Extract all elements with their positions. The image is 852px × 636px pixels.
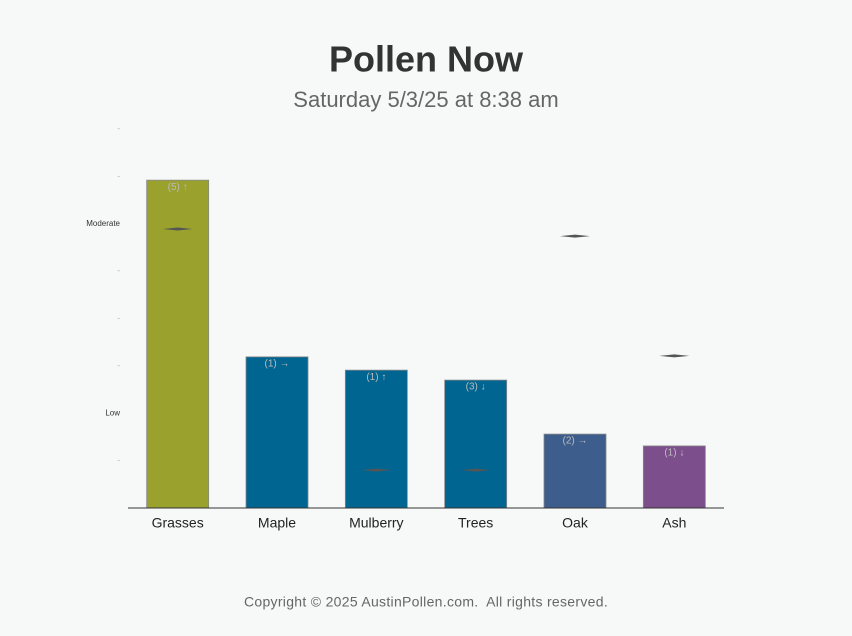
bar — [146, 179, 210, 509]
bar-annotation: (2) → — [563, 436, 588, 447]
y-tick-label: - — [117, 266, 120, 275]
bar-annotation: (5) ↑ — [168, 182, 188, 193]
marker — [560, 234, 590, 238]
chart-subtitle: Saturday 5/3/25 at 8:38 am — [293, 87, 558, 112]
marker — [659, 354, 690, 358]
y-tick-label: - — [117, 171, 120, 180]
footer: Copyright © 2025 AustinPollen.com. All r… — [244, 594, 608, 610]
y-tick-label: - — [117, 124, 120, 133]
y-tick-label: - — [117, 314, 120, 323]
y-tick-label: Low — [105, 408, 120, 417]
marker — [460, 468, 491, 472]
y-tick-label: - — [117, 456, 120, 465]
bar-annotation: (3) ↓ — [466, 382, 486, 393]
x-tick-label: Trees — [458, 515, 493, 531]
x-tick-label: Ash — [662, 515, 686, 531]
chart-title: Pollen Now — [329, 39, 524, 80]
y-tick-label: - — [117, 361, 120, 370]
bar — [444, 379, 508, 509]
bar-annotation: (1) ↑ — [366, 372, 386, 383]
marker — [162, 227, 193, 231]
bar — [642, 445, 706, 509]
y-tick-label: Moderate — [86, 219, 120, 228]
bar-annotation: (1) → — [265, 359, 290, 370]
bar — [245, 356, 309, 509]
marker — [361, 468, 392, 472]
x-tick-label: Grasses — [152, 515, 204, 531]
bar — [344, 369, 408, 509]
x-tick-label: Oak — [562, 515, 589, 531]
x-tick-label: Maple — [258, 515, 296, 531]
x-tick-label: Mulberry — [349, 515, 403, 531]
bar-annotation: (1) ↓ — [664, 448, 684, 459]
